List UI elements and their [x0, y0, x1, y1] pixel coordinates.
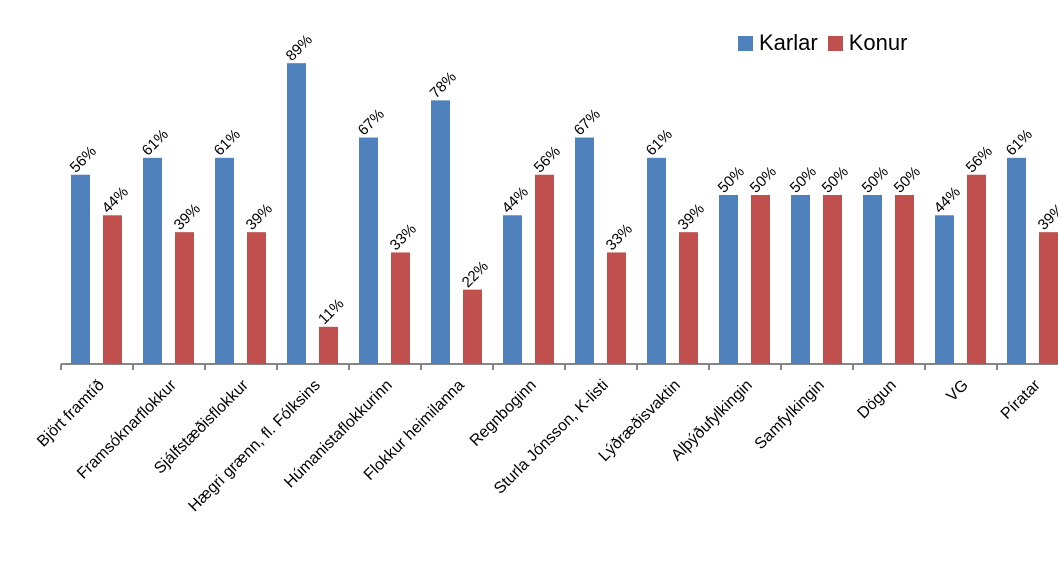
x-tick-label: Dögun — [854, 377, 899, 422]
data-label-konur: 56% — [531, 143, 564, 176]
bar-karlar — [215, 157, 234, 364]
bar-karlar — [143, 157, 162, 364]
legend-label-karlar: Karlar — [759, 30, 818, 55]
legend-swatch-karlar — [738, 35, 753, 51]
x-tick-label: Samfylkingin — [752, 377, 828, 453]
data-label-karlar: 61% — [139, 126, 172, 159]
bar-karlar — [1007, 157, 1026, 364]
x-tick-label: Hægri grænn, fl. Fólksins — [185, 377, 323, 515]
bar-karlar — [647, 157, 666, 364]
data-label-karlar: 44% — [499, 183, 532, 216]
data-label-konur: 39% — [675, 200, 708, 233]
data-label-konur: 39% — [243, 200, 276, 233]
data-label-konur: 44% — [99, 183, 132, 216]
data-label-karlar: 50% — [715, 163, 748, 196]
data-label-konur: 50% — [819, 163, 852, 196]
x-tick-label: Píratar — [998, 376, 1044, 422]
bar-konur — [319, 326, 338, 364]
legend-item-karlar: Karlar — [738, 30, 818, 56]
bar-karlar — [431, 100, 450, 365]
bar-karlar — [719, 195, 738, 364]
legend-swatch-konur — [827, 35, 843, 51]
bar-konur — [391, 252, 410, 364]
bar-konur — [607, 252, 626, 364]
data-label-konur: 39% — [171, 200, 204, 233]
data-label-konur: 50% — [891, 163, 924, 196]
data-label-karlar: 89% — [283, 31, 316, 64]
x-tick-label: Regnboginn — [467, 377, 540, 450]
data-label-karlar: 67% — [571, 106, 604, 139]
bar-karlar — [575, 137, 594, 364]
bar-konur — [175, 232, 194, 364]
bar-konur — [247, 232, 266, 364]
data-label-karlar: 61% — [1003, 126, 1036, 159]
data-label-konur: 33% — [387, 221, 420, 254]
data-label-konur: 39% — [1035, 200, 1058, 233]
data-label-karlar: 44% — [931, 183, 964, 216]
bar-karlar — [71, 174, 90, 364]
data-label-karlar: 50% — [859, 163, 892, 196]
bar-konur — [103, 215, 122, 364]
bar-konur — [535, 174, 554, 364]
bar-konur — [463, 289, 482, 364]
data-label-karlar: 50% — [787, 163, 820, 196]
data-label-konur: 56% — [963, 143, 996, 176]
bar-konur — [679, 232, 698, 364]
bar-karlar — [287, 63, 306, 365]
data-label-karlar: 56% — [67, 143, 100, 176]
legend: Karlar Konur — [738, 30, 907, 56]
bar-karlar — [359, 137, 378, 364]
data-label-karlar: 61% — [643, 126, 676, 159]
legend-item-konur: Konur — [827, 30, 908, 56]
data-label-konur: 11% — [315, 295, 347, 327]
bar-konur — [895, 195, 914, 364]
bar-karlar — [503, 215, 522, 364]
x-tick-label: Björt framtíð — [34, 377, 108, 451]
data-label-karlar: 78% — [427, 69, 460, 102]
data-label-karlar: 61% — [211, 126, 244, 159]
bar-konur — [1039, 232, 1058, 364]
bar-karlar — [791, 195, 810, 364]
bar-konur — [823, 195, 842, 364]
bar-konur — [751, 195, 770, 364]
data-label-konur: 50% — [747, 163, 780, 196]
data-label-konur: 33% — [603, 221, 636, 254]
legend-label-konur: Konur — [848, 30, 908, 55]
x-tick-label: VG — [943, 377, 971, 405]
bar-konur — [967, 174, 986, 364]
bar-karlar — [935, 215, 954, 364]
bar-karlar — [863, 195, 882, 364]
data-label-karlar: 67% — [355, 106, 388, 139]
data-label-konur: 22% — [459, 258, 492, 291]
